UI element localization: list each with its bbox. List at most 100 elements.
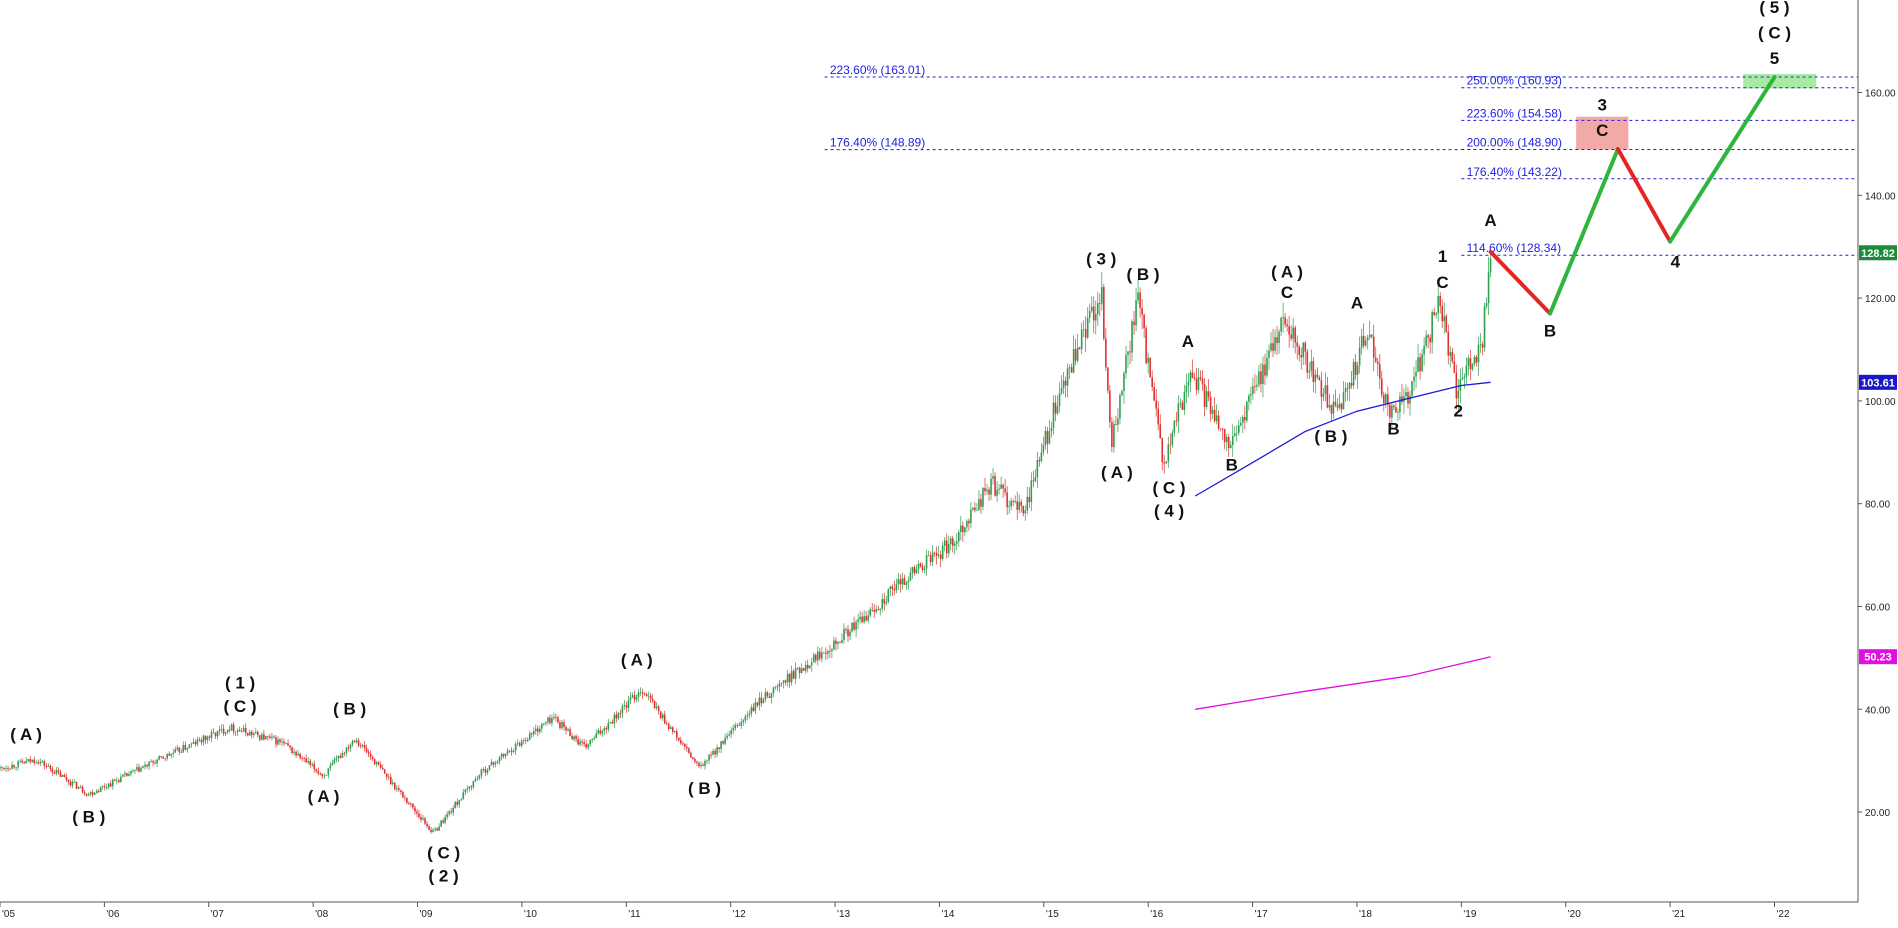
price-bar-body bbox=[1221, 428, 1224, 430]
price-bar-body bbox=[476, 778, 479, 780]
price-bar-body bbox=[402, 791, 404, 798]
wave-label: C bbox=[1596, 121, 1608, 140]
price-bar-body bbox=[740, 722, 743, 726]
price-bar-body bbox=[341, 752, 344, 758]
price-bar-body bbox=[541, 724, 543, 729]
price-bar-body bbox=[1372, 336, 1375, 358]
price-bar-body bbox=[1439, 296, 1442, 307]
price-bar-body bbox=[623, 705, 626, 706]
price-bar-body bbox=[905, 582, 908, 585]
price-bar-body bbox=[114, 779, 116, 781]
price-bar-body bbox=[545, 722, 547, 724]
price-bar-body bbox=[162, 756, 164, 759]
price-bar-body bbox=[460, 799, 463, 801]
price-bar-body bbox=[464, 789, 467, 793]
price-bar-body bbox=[1242, 417, 1244, 423]
price-bar-body bbox=[601, 731, 604, 734]
price-bar-body bbox=[454, 801, 457, 809]
price-bar-body bbox=[414, 807, 416, 812]
price-bar-body bbox=[180, 752, 183, 753]
price-bar-body bbox=[812, 654, 815, 663]
price-bar-body bbox=[109, 783, 112, 787]
x-tick-label: '15 bbox=[1046, 909, 1059, 920]
price-bar-body bbox=[543, 723, 545, 725]
price-bar-body bbox=[1107, 367, 1109, 391]
price-bar-body bbox=[808, 665, 811, 669]
price-bar-body bbox=[144, 764, 146, 767]
price-bar-body bbox=[722, 741, 724, 744]
x-tick-label: '07 bbox=[211, 909, 224, 920]
price-bar-body bbox=[829, 651, 831, 652]
price-bar-body bbox=[704, 760, 706, 766]
price-bar-body bbox=[1435, 313, 1437, 315]
price-bar-body bbox=[1308, 370, 1311, 373]
price-bar-body bbox=[277, 739, 279, 745]
price-bar-body bbox=[297, 753, 299, 756]
price-bar-body bbox=[319, 773, 322, 775]
price-bar-body bbox=[176, 747, 179, 750]
price-bar-body bbox=[839, 642, 841, 644]
price-bar-body bbox=[893, 588, 896, 591]
price-bar-body bbox=[267, 736, 269, 737]
price-bar-body bbox=[1443, 316, 1446, 322]
price-bar-body bbox=[404, 797, 406, 799]
price-bar-body bbox=[682, 743, 684, 745]
price-bar-body bbox=[1223, 428, 1226, 442]
price-bar-body bbox=[955, 541, 958, 544]
price-bar-body bbox=[692, 757, 694, 759]
price-bar-body bbox=[1155, 400, 1158, 409]
price-bar-body bbox=[120, 776, 122, 783]
price-bar-body bbox=[1153, 386, 1155, 401]
price-bar-body bbox=[1032, 480, 1035, 482]
x-tick-label: '19 bbox=[1463, 909, 1476, 920]
price-bar-body bbox=[786, 673, 789, 683]
price-bar-body bbox=[67, 780, 70, 782]
price-bar-body bbox=[611, 722, 614, 724]
price-bar-body bbox=[337, 756, 340, 759]
price-bar-body bbox=[909, 572, 912, 581]
price-bar-body bbox=[188, 744, 191, 749]
price-bar-body bbox=[1415, 371, 1417, 377]
price-bar-body bbox=[1334, 401, 1337, 406]
price-bar-body bbox=[1010, 500, 1012, 507]
price-bar-body bbox=[559, 722, 561, 728]
y-tick-label: 120.00 bbox=[1865, 294, 1896, 305]
price-bar-body bbox=[1225, 436, 1228, 442]
price-bar-body bbox=[1060, 387, 1063, 394]
price-bar-body bbox=[7, 768, 9, 770]
price-bar-body bbox=[897, 579, 900, 585]
price-bar-body bbox=[796, 667, 799, 669]
price-bar-body bbox=[355, 740, 358, 742]
price-bar-body bbox=[1248, 395, 1250, 402]
price-bar-body bbox=[512, 750, 515, 753]
price-bar-body bbox=[208, 736, 211, 738]
x-tick-label: '10 bbox=[524, 909, 537, 920]
price-bar-body bbox=[218, 729, 221, 731]
price-bar-body bbox=[518, 743, 521, 746]
price-bar-body bbox=[263, 734, 265, 740]
price-bar-body bbox=[1179, 402, 1182, 404]
price-bar-body bbox=[184, 745, 187, 750]
price-bar-body bbox=[1090, 306, 1093, 312]
price-bar-body bbox=[1143, 314, 1145, 329]
price-bar-body bbox=[943, 540, 946, 546]
price-bar-body bbox=[33, 759, 36, 764]
price-bar-body bbox=[861, 616, 863, 622]
price-bar-body bbox=[1352, 361, 1355, 386]
price-bar-body bbox=[1453, 361, 1456, 373]
price-bar-body bbox=[287, 743, 289, 746]
price-bar-body bbox=[152, 761, 154, 763]
price-bar-body bbox=[802, 668, 805, 671]
price-bar-body bbox=[520, 740, 523, 746]
price-bar-body bbox=[877, 609, 880, 611]
price-bar-body bbox=[857, 619, 859, 622]
price-bar-body bbox=[492, 762, 495, 765]
price-bar-body bbox=[1151, 377, 1153, 387]
price-bar-body bbox=[271, 736, 273, 738]
price-bar-body bbox=[756, 702, 759, 706]
price-bar-body bbox=[1012, 500, 1014, 502]
price-bar-body bbox=[1125, 355, 1127, 374]
price-bar-body bbox=[428, 826, 430, 830]
price-bar-body bbox=[1020, 501, 1023, 507]
price-bar-body bbox=[484, 769, 487, 773]
